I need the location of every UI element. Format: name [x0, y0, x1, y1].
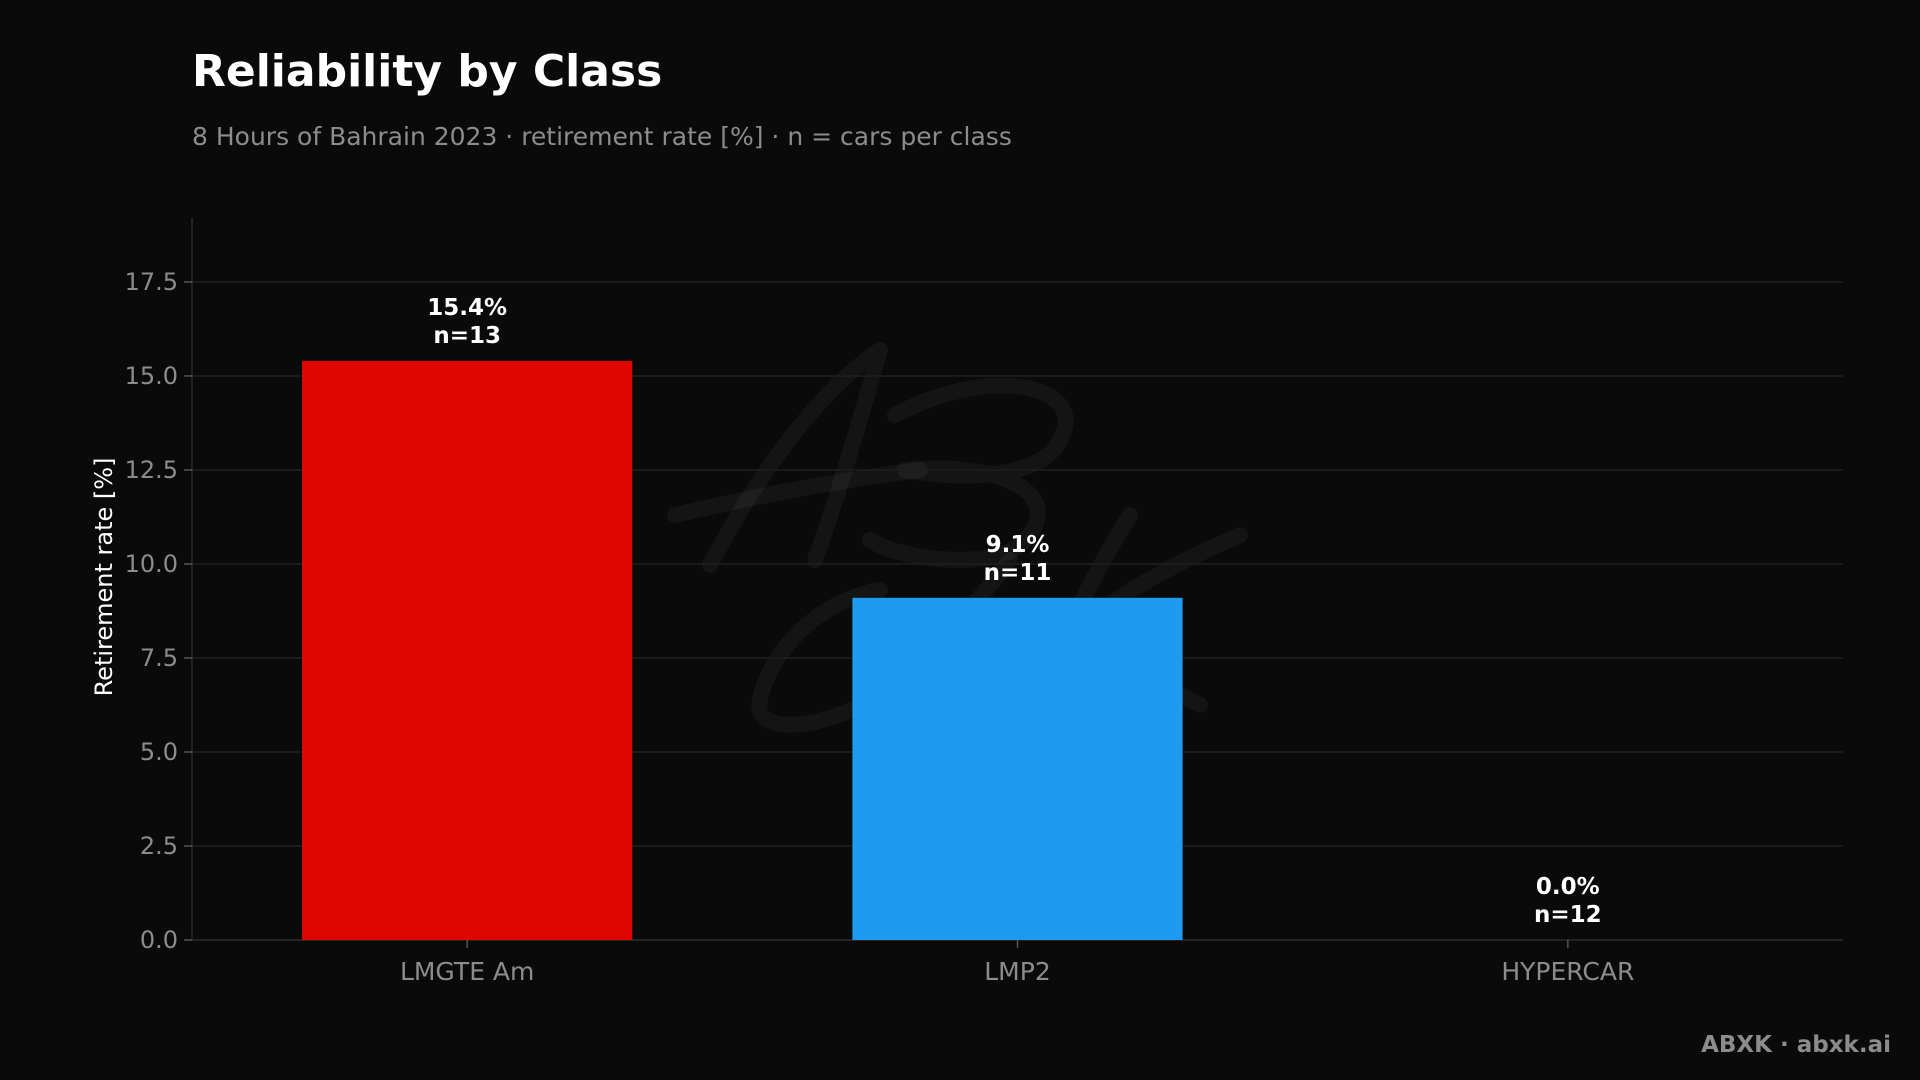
bar-value-label: 9.1%	[986, 532, 1050, 558]
bar-value-label: 0.0%	[1536, 874, 1600, 900]
y-tick-label: 0.0	[140, 926, 178, 954]
x-category-label: LMP2	[984, 957, 1050, 986]
y-tick-label: 2.5	[140, 832, 178, 860]
y-axis-label: Retirement rate [%]	[90, 458, 118, 697]
bar-count-label: n=12	[1534, 902, 1602, 928]
bar-lmp2	[852, 597, 1183, 940]
bar-data-labels: 15.4%n=13 9.1%n=11 0.0%n=12	[427, 295, 1601, 928]
y-tick-label: 15.0	[125, 362, 178, 390]
chart-subtitle: 8 Hours of Bahrain 2023 · retirement rat…	[192, 122, 1012, 151]
bar-lmgte-am	[302, 360, 633, 940]
bar-count-label: n=11	[984, 560, 1052, 586]
x-category-labels: LMGTE Am LMP2 HYPERCAR	[400, 940, 1634, 986]
bar-count-label: n=13	[433, 323, 501, 349]
y-tick-label: 7.5	[140, 644, 178, 672]
y-tick-label: 10.0	[125, 550, 178, 578]
x-category-label: LMGTE Am	[400, 957, 534, 986]
y-tick-label: 17.5	[125, 268, 178, 296]
y-tick-label: 12.5	[125, 456, 178, 484]
bars	[302, 360, 1183, 940]
bar-value-label: 15.4%	[427, 295, 507, 321]
chart-title: Reliability by Class	[192, 46, 662, 97]
x-category-label: HYPERCAR	[1501, 957, 1634, 986]
footer-brand: ABXK · abxk.ai	[1701, 1032, 1891, 1058]
y-tick-labels: 0.0 2.5 5.0 7.5 10.0 12.5 15.0 17.5	[125, 268, 192, 954]
y-tick-label: 5.0	[140, 738, 178, 766]
